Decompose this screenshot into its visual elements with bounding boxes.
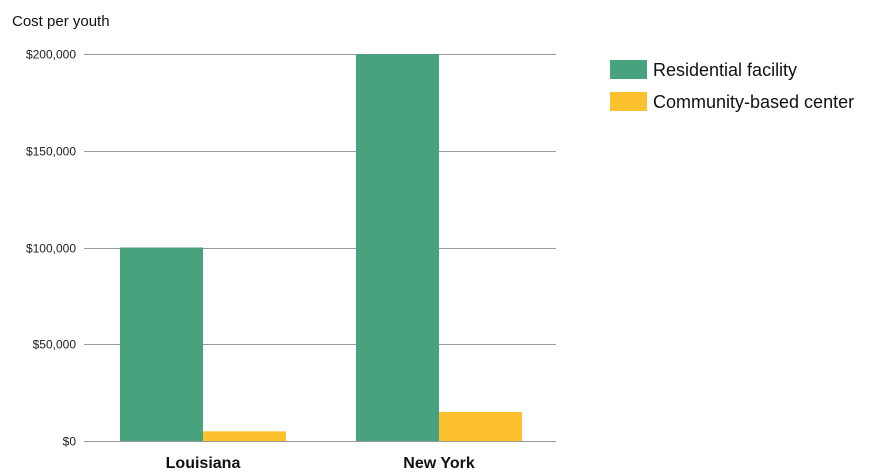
bar-residential-facility-new-york (356, 54, 439, 441)
y-tick-label: $0 (63, 435, 77, 449)
legend-swatch (610, 92, 647, 111)
legend-swatch (610, 60, 647, 79)
legend: Residential facility Community-based cent… (610, 60, 854, 112)
y-tick-label: $200,000 (26, 48, 76, 62)
bar-residential-facility-louisiana (120, 247, 203, 441)
y-axis-label: Cost per youth (12, 13, 110, 30)
y-tick-label: $150,000 (26, 145, 76, 159)
legend-label: Residential facility (653, 60, 797, 80)
bars (120, 54, 522, 441)
y-axis-ticks: $0 $50,000 $100,000 $150,000 $200,000 (26, 48, 76, 449)
x-axis-ticks: Louisiana New York (166, 455, 475, 472)
x-tick-label: New York (403, 455, 475, 472)
x-tick-label: Louisiana (166, 455, 241, 472)
legend-label: Community-based center (653, 92, 854, 112)
bar-community-based-center-new-york (439, 411, 522, 441)
bar-community-based-center-louisiana (203, 431, 286, 441)
y-tick-label: $50,000 (33, 338, 77, 352)
y-tick-label: $100,000 (26, 242, 76, 256)
